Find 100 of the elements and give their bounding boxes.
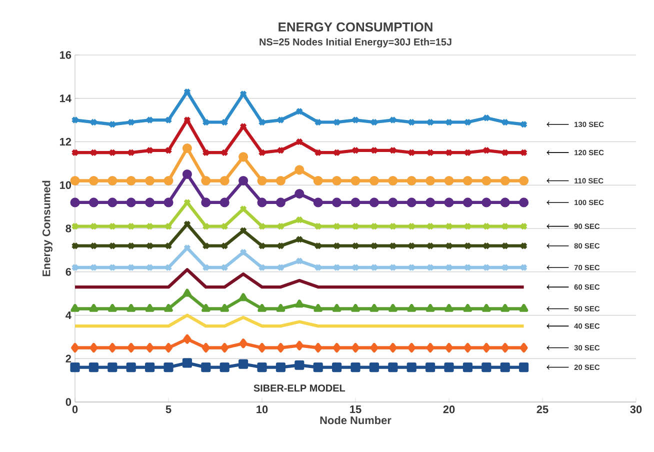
point bbox=[90, 118, 98, 126]
point bbox=[462, 176, 472, 186]
point bbox=[482, 114, 490, 122]
point bbox=[406, 176, 416, 186]
point bbox=[126, 304, 136, 312]
point bbox=[70, 198, 80, 208]
point bbox=[127, 264, 135, 272]
point bbox=[145, 362, 155, 372]
point bbox=[238, 176, 248, 186]
point bbox=[164, 146, 172, 154]
point bbox=[202, 304, 210, 312]
point bbox=[332, 222, 341, 230]
point bbox=[445, 264, 453, 272]
point bbox=[520, 342, 528, 353]
y-tick-label: 10 bbox=[60, 181, 72, 189]
point bbox=[482, 242, 490, 250]
point bbox=[332, 198, 342, 208]
point bbox=[501, 222, 509, 230]
point bbox=[296, 235, 304, 244]
point bbox=[145, 176, 155, 186]
point bbox=[126, 198, 136, 208]
point bbox=[276, 198, 286, 208]
point bbox=[445, 342, 453, 353]
point bbox=[108, 148, 116, 156]
point bbox=[276, 342, 285, 353]
point bbox=[501, 118, 509, 126]
point bbox=[482, 362, 492, 372]
point bbox=[239, 205, 248, 213]
point bbox=[388, 342, 397, 353]
point bbox=[126, 362, 136, 372]
point bbox=[426, 148, 434, 156]
point bbox=[202, 342, 210, 353]
point bbox=[370, 242, 378, 250]
point bbox=[108, 176, 118, 186]
point bbox=[332, 118, 341, 126]
point bbox=[239, 226, 248, 234]
point bbox=[164, 304, 173, 312]
point bbox=[276, 146, 285, 154]
point bbox=[370, 342, 378, 353]
point bbox=[464, 264, 472, 272]
point bbox=[408, 242, 416, 250]
point bbox=[408, 264, 416, 272]
point bbox=[88, 176, 98, 186]
x-tick-label: 0 bbox=[72, 406, 78, 414]
point bbox=[500, 304, 510, 312]
point bbox=[501, 148, 509, 156]
point bbox=[314, 342, 322, 353]
point bbox=[201, 176, 211, 186]
point bbox=[314, 242, 322, 250]
point bbox=[202, 264, 210, 272]
point bbox=[201, 362, 211, 372]
point bbox=[238, 293, 248, 302]
point bbox=[426, 304, 435, 312]
point bbox=[276, 116, 285, 124]
point bbox=[369, 176, 379, 186]
point bbox=[332, 304, 342, 312]
point bbox=[350, 362, 360, 372]
point bbox=[220, 264, 228, 272]
point bbox=[164, 198, 174, 208]
point bbox=[406, 198, 416, 208]
point bbox=[296, 257, 304, 265]
point bbox=[389, 146, 397, 154]
point bbox=[70, 362, 80, 372]
point bbox=[238, 359, 248, 369]
point bbox=[352, 342, 360, 353]
point bbox=[108, 264, 116, 272]
point bbox=[276, 176, 286, 186]
y-tick-label: 4 bbox=[66, 311, 72, 320]
point bbox=[164, 176, 174, 186]
point bbox=[220, 176, 230, 186]
point bbox=[350, 198, 360, 208]
point bbox=[350, 176, 360, 186]
point bbox=[126, 176, 136, 186]
point bbox=[220, 148, 228, 156]
point bbox=[389, 222, 397, 230]
point bbox=[108, 120, 116, 128]
point bbox=[426, 342, 434, 353]
x-tick-label: 30 bbox=[630, 406, 642, 414]
point bbox=[444, 362, 454, 372]
point bbox=[146, 342, 154, 353]
y-tick-label: 2 bbox=[66, 354, 72, 362]
point bbox=[314, 222, 322, 230]
point bbox=[70, 176, 80, 186]
point bbox=[352, 264, 360, 272]
x-axis-title: Node Number bbox=[320, 416, 392, 424]
point bbox=[108, 342, 116, 353]
point bbox=[426, 222, 434, 230]
point bbox=[370, 304, 379, 312]
point bbox=[388, 362, 398, 372]
point bbox=[482, 304, 491, 312]
point bbox=[444, 304, 454, 312]
point bbox=[445, 148, 453, 156]
point bbox=[500, 362, 510, 372]
point bbox=[464, 342, 472, 353]
point bbox=[164, 222, 172, 230]
point bbox=[426, 176, 436, 186]
point bbox=[332, 264, 341, 272]
point bbox=[88, 198, 98, 208]
point bbox=[464, 222, 472, 230]
point bbox=[426, 118, 434, 126]
